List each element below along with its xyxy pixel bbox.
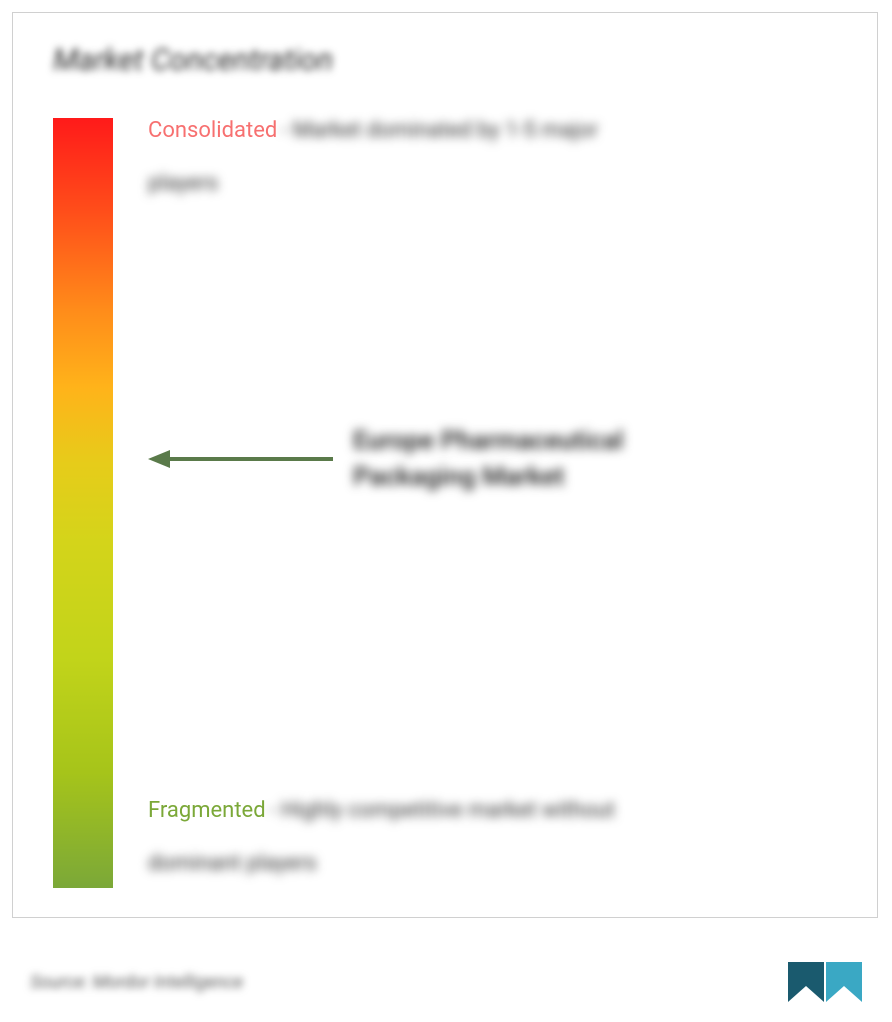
consolidated-description: - Market dominated by 1-5 major [281,118,598,143]
fragmented-description: - Highly competitive market without [270,798,615,823]
source-attribution: Source: Mordor Intelligence [30,972,243,993]
market-name-line1: Europe Pharmaceutical [353,423,624,459]
consolidated-label: Consolidated [148,118,277,143]
market-name-line2: Packaging Market [353,459,624,495]
content-area: Consolidated - Market dominated by 1-5 m… [53,118,837,898]
consolidated-description-line2: players [148,171,837,196]
concentration-gradient-bar [53,118,113,888]
mordor-logo [788,962,862,1002]
consolidated-annotation: Consolidated - Market dominated by 1-5 m… [148,118,837,196]
arrow-left-icon [148,444,333,474]
logo-mark-left [788,962,824,1002]
market-position-marker: Europe Pharmaceutical Packaging Market [148,423,624,496]
fragmented-label: Fragmented [148,798,266,823]
fragmented-description-line2: dominant players [148,851,837,876]
annotations-area: Consolidated - Market dominated by 1-5 m… [148,118,837,898]
footer: Source: Mordor Intelligence [30,962,862,1002]
market-name: Europe Pharmaceutical Packaging Market [353,423,624,496]
fragmented-annotation: Fragmented - Highly competitive market w… [148,798,837,876]
page-title: Market Concentration [53,43,837,78]
infographic-container: Market Concentration Consolidated - Mark… [12,12,878,918]
logo-mark-right [826,962,862,1002]
